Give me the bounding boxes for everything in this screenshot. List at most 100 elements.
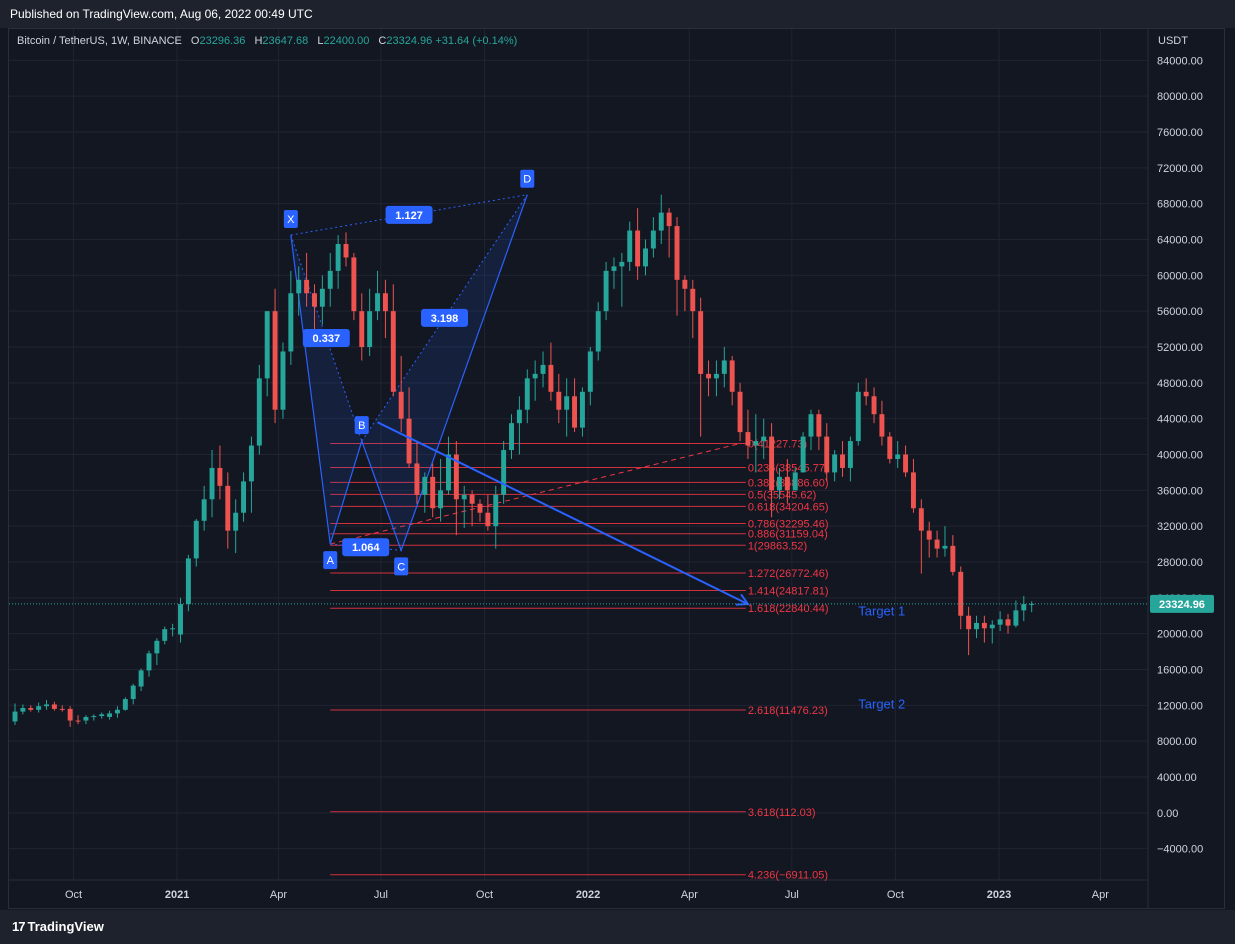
candle-up[interactable]	[327, 270, 333, 289]
candle-up[interactable]	[193, 520, 199, 559]
pattern-point-b[interactable]	[354, 416, 369, 435]
ratio-badge[interactable]	[385, 205, 433, 224]
candle-down[interactable]	[950, 545, 956, 572]
candle-up[interactable]	[611, 266, 617, 271]
candle-up[interactable]	[280, 351, 286, 410]
candle-down[interactable]	[966, 615, 972, 630]
candle-up[interactable]	[296, 279, 302, 294]
candle-up[interactable]	[146, 653, 152, 671]
candle-up[interactable]	[603, 270, 609, 312]
candle-up[interactable]	[1029, 603, 1035, 605]
candle-up[interactable]	[335, 243, 341, 271]
legend-symbol[interactable]: Bitcoin / TetherUS, 1W, BINANCE	[17, 35, 182, 47]
candle-down[interactable]	[390, 311, 396, 392]
pattern-point-a[interactable]	[323, 551, 338, 570]
candle-down[interactable]	[304, 279, 310, 294]
candle-down[interactable]	[556, 391, 562, 410]
candle-down[interactable]	[769, 436, 775, 491]
candle-down[interactable]	[59, 708, 65, 710]
candle-up[interactable]	[761, 436, 767, 442]
candle-up[interactable]	[178, 604, 183, 635]
candle-up[interactable]	[209, 467, 215, 500]
candle-up[interactable]	[808, 414, 814, 437]
candle-down[interactable]	[706, 373, 712, 379]
candle-down[interactable]	[729, 360, 735, 392]
candle-up[interactable]	[422, 476, 428, 495]
candle-down[interactable]	[840, 454, 845, 468]
candle-down[interactable]	[28, 708, 34, 710]
candle-down[interactable]	[469, 494, 475, 504]
candle-up[interactable]	[20, 708, 26, 712]
candle-up[interactable]	[12, 711, 18, 722]
candle-up[interactable]	[753, 441, 759, 446]
candle-up[interactable]	[713, 373, 719, 379]
candle-up[interactable]	[201, 499, 207, 521]
candle-up[interactable]	[989, 624, 995, 629]
candle-down[interactable]	[75, 720, 81, 722]
candle-down[interactable]	[430, 476, 436, 509]
candle-up[interactable]	[524, 378, 530, 410]
candle-up[interactable]	[942, 545, 948, 549]
candle-up[interactable]	[44, 704, 49, 707]
candle-up[interactable]	[595, 311, 601, 352]
candle-down[interactable]	[903, 454, 909, 473]
candle-up[interactable]	[847, 441, 853, 468]
candle-down[interactable]	[382, 293, 388, 312]
candle-up[interactable]	[36, 706, 42, 710]
candle-up[interactable]	[241, 481, 247, 513]
pattern-point-d[interactable]	[520, 169, 535, 188]
candle-up[interactable]	[99, 714, 105, 717]
candle-up[interactable]	[579, 391, 585, 428]
ratio-badge[interactable]	[421, 308, 469, 327]
candle-down[interactable]	[351, 257, 357, 312]
candle-down[interactable]	[477, 503, 483, 513]
pattern-point-x[interactable]	[283, 210, 298, 229]
candle-down[interactable]	[67, 708, 73, 721]
candle-down[interactable]	[698, 311, 704, 374]
candle-down[interactable]	[51, 704, 57, 709]
candle-down[interactable]	[737, 391, 743, 433]
candle-up[interactable]	[509, 423, 514, 451]
pattern-point-c[interactable]	[394, 557, 409, 576]
candle-up[interactable]	[658, 212, 664, 231]
candle-down[interactable]	[682, 279, 688, 289]
candle-up[interactable]	[587, 351, 593, 392]
candle-up[interactable]	[256, 378, 262, 446]
candle-down[interactable]	[406, 418, 412, 464]
tradingview-logo[interactable]: 17 TradingView	[12, 919, 104, 934]
candle-up[interactable]	[721, 360, 727, 374]
candle-down[interactable]	[343, 243, 349, 258]
candle-up[interactable]	[461, 494, 467, 500]
ratio-badge[interactable]	[342, 538, 390, 557]
candle-down[interactable]	[690, 288, 696, 312]
candle-up[interactable]	[138, 670, 144, 687]
candle-up[interactable]	[997, 619, 1003, 625]
candle-up[interactable]	[493, 494, 499, 527]
candle-up[interactable]	[776, 476, 782, 491]
candle-down[interactable]	[272, 311, 278, 410]
candle-down[interactable]	[225, 485, 231, 531]
candle-up[interactable]	[643, 248, 648, 267]
candle-up[interactable]	[650, 230, 656, 249]
candle-down[interactable]	[635, 230, 641, 267]
candle-down[interactable]	[887, 436, 893, 459]
candle-down[interactable]	[879, 414, 885, 437]
candle-up[interactable]	[501, 450, 507, 495]
candle-up[interactable]	[264, 311, 270, 379]
candle-up[interactable]	[438, 490, 444, 509]
candle-down[interactable]	[816, 414, 822, 437]
candle-down[interactable]	[414, 463, 420, 495]
candle-down[interactable]	[674, 226, 680, 280]
candle-up[interactable]	[319, 288, 325, 307]
candle-down[interactable]	[666, 212, 672, 227]
candle-up[interactable]	[855, 391, 861, 442]
candle-up[interactable]	[107, 713, 113, 717]
candle-up[interactable]	[91, 716, 97, 718]
candle-up[interactable]	[974, 622, 979, 630]
candle-down[interactable]	[745, 432, 751, 446]
candle-up[interactable]	[185, 558, 191, 605]
candle-down[interactable]	[217, 467, 223, 486]
candle-up[interactable]	[114, 709, 120, 714]
candle-down[interactable]	[910, 472, 916, 509]
